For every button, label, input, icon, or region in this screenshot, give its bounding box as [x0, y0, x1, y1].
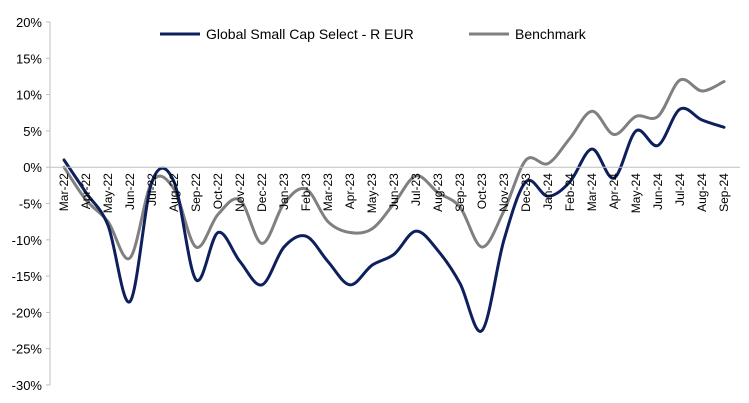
y-tick-label: 5%	[23, 124, 42, 139]
y-axis-ticks: 20% 15% 10% 5% 0% -5% -10% -15% -20% -25% -30%	[12, 15, 50, 393]
x-tick-label: Dec-23	[519, 173, 533, 212]
x-tick-label: Jun-24	[651, 173, 665, 210]
x-tick-label: Aug-24	[695, 173, 709, 212]
x-tick-label: Jun-22	[123, 173, 137, 210]
x-tick-label: Mar-24	[585, 173, 599, 211]
x-tick-label: Nov-22	[233, 173, 247, 212]
x-tick-label: Mar-23	[321, 173, 335, 211]
y-tick-label: -5%	[19, 197, 43, 212]
x-tick-label: Jul-24	[673, 173, 687, 206]
x-tick-label: Jun-23	[387, 173, 401, 210]
x-tick-label: Sep-24	[717, 173, 731, 212]
y-tick-label: 10%	[16, 88, 42, 103]
legend-item-fund: Global Small Cap Select - R EUR	[160, 26, 414, 42]
x-tick-label: May-24	[629, 173, 643, 213]
x-tick-label: May-23	[365, 173, 379, 213]
x-tick-label: Jan-23	[277, 173, 291, 210]
x-tick-label: Apr-24	[607, 173, 621, 209]
x-tick-label: Feb-24	[563, 173, 577, 211]
series-line-fund	[62, 106, 726, 333]
x-tick-label: Apr-23	[343, 173, 357, 209]
y-tick-label: 15%	[16, 51, 42, 66]
legend-label-fund: Global Small Cap Select - R EUR	[206, 26, 414, 42]
x-tick-label: Dec-22	[255, 173, 269, 212]
x-tick-label: Jul-22	[145, 173, 159, 206]
x-tick-label: May-22	[101, 173, 115, 213]
y-tick-label: 0%	[23, 160, 42, 175]
x-tick-label: Aug-23	[431, 173, 445, 212]
y-tick-label: -30%	[12, 378, 43, 393]
x-tick-label: Oct-22	[211, 173, 225, 209]
x-tick-label: Jan-24	[541, 173, 555, 210]
y-tick-label: -25%	[12, 342, 43, 357]
y-tick-label: -20%	[12, 305, 43, 320]
x-tick-label: Feb-23	[299, 173, 313, 211]
x-tick-label: Sep-23	[453, 173, 467, 212]
plot-lines	[62, 77, 726, 333]
x-tick-label: Nov-23	[497, 173, 511, 212]
y-tick-label: -15%	[12, 269, 43, 284]
legend: Global Small Cap Select - R EUR Benchmar…	[160, 26, 587, 42]
x-tick-label: Jul-23	[409, 173, 423, 206]
x-tick-label: Aug-22	[167, 173, 181, 212]
legend-item-benchmark: Benchmark	[469, 26, 587, 42]
y-tick-label: -10%	[12, 233, 43, 248]
x-tick-label: Mar-22	[57, 173, 71, 211]
x-tick-label: Oct-23	[475, 173, 489, 209]
series-line-benchmark	[62, 77, 726, 261]
x-tick-label: Sep-22	[189, 173, 203, 212]
x-axis-ticks: Mar-22 Apr-22 May-22 Jun-22 Jul-22 Aug-22 Sep-…	[57, 173, 731, 213]
legend-label-benchmark: Benchmark	[515, 26, 587, 42]
y-tick-label: 20%	[16, 15, 42, 30]
x-tick-label: Apr-22	[79, 173, 93, 209]
